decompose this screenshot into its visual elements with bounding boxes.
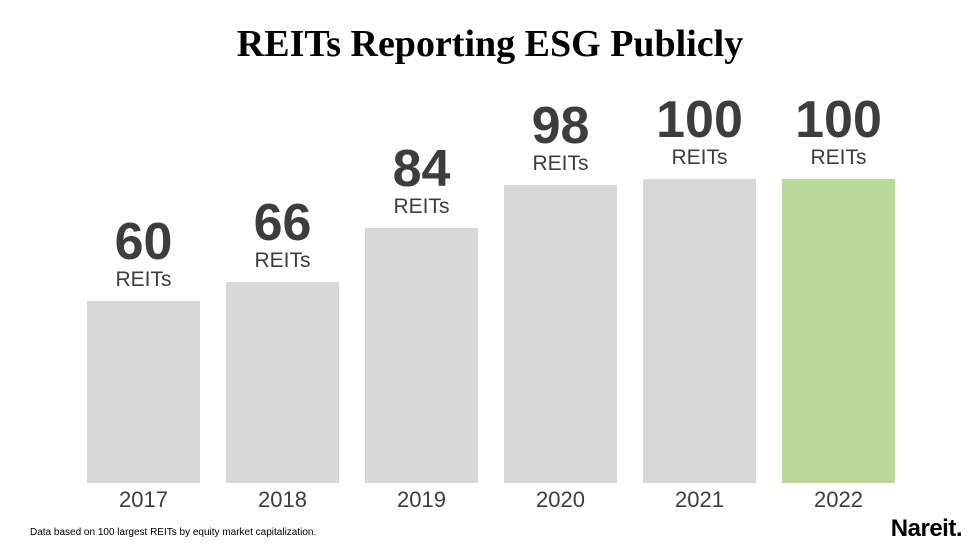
bar-2017	[87, 301, 200, 483]
bar-group-2019: 84 REITs 2019	[365, 143, 478, 517]
bar-unit-label: REITs	[254, 248, 311, 272]
nareit-logo: Nareit.	[890, 515, 963, 543]
bar-unit-label: REITs	[115, 267, 172, 291]
bar-group-2022: 100 REITs 2022	[782, 94, 895, 517]
bar-value-label: 98	[531, 96, 590, 155]
bar-value-label: 66	[253, 193, 312, 252]
bar-group-2020: 98 REITs 2020	[504, 100, 617, 517]
x-axis-label-2022: 2022	[814, 487, 863, 512]
page-title: REITs Reporting ESG Publicly	[236, 23, 744, 65]
bar-group-2017: 60 REITs 2017	[87, 216, 200, 517]
bar-2020	[504, 185, 617, 483]
bar-unit-label: REITs	[532, 151, 589, 175]
bar-unit-label: REITs	[393, 194, 450, 218]
bar-value-label: 100	[795, 90, 882, 149]
bar-value-label: 100	[656, 90, 743, 149]
bar-2018	[226, 282, 339, 483]
bar-value-label: 60	[114, 212, 173, 271]
chart-area: 60 REITs 2017 66 REITs 2018 84 REITs 2019 98 REITs…	[87, 94, 895, 517]
x-axis-label-2018: 2018	[258, 487, 307, 512]
bar-2019	[365, 228, 478, 483]
nareit-logo-text: Nareit	[890, 515, 957, 542]
nareit-logo-dot: .	[955, 515, 963, 542]
bar-value-label: 84	[392, 139, 451, 198]
bar-2021	[643, 179, 756, 483]
x-axis-label-2020: 2020	[536, 487, 585, 512]
bar-unit-label: REITs	[810, 145, 867, 169]
bar-group-2021: 100 REITs 2021	[643, 94, 756, 517]
x-axis-label-2017: 2017	[119, 487, 168, 512]
bar-2022	[782, 179, 895, 483]
bar-unit-label: REITs	[671, 145, 728, 169]
footnote: Data based on 100 largest REITs by equit…	[30, 527, 317, 538]
x-axis-label-2019: 2019	[397, 487, 446, 512]
bar-group-2018: 66 REITs 2018	[226, 197, 339, 517]
x-axis-label-2021: 2021	[675, 487, 724, 512]
